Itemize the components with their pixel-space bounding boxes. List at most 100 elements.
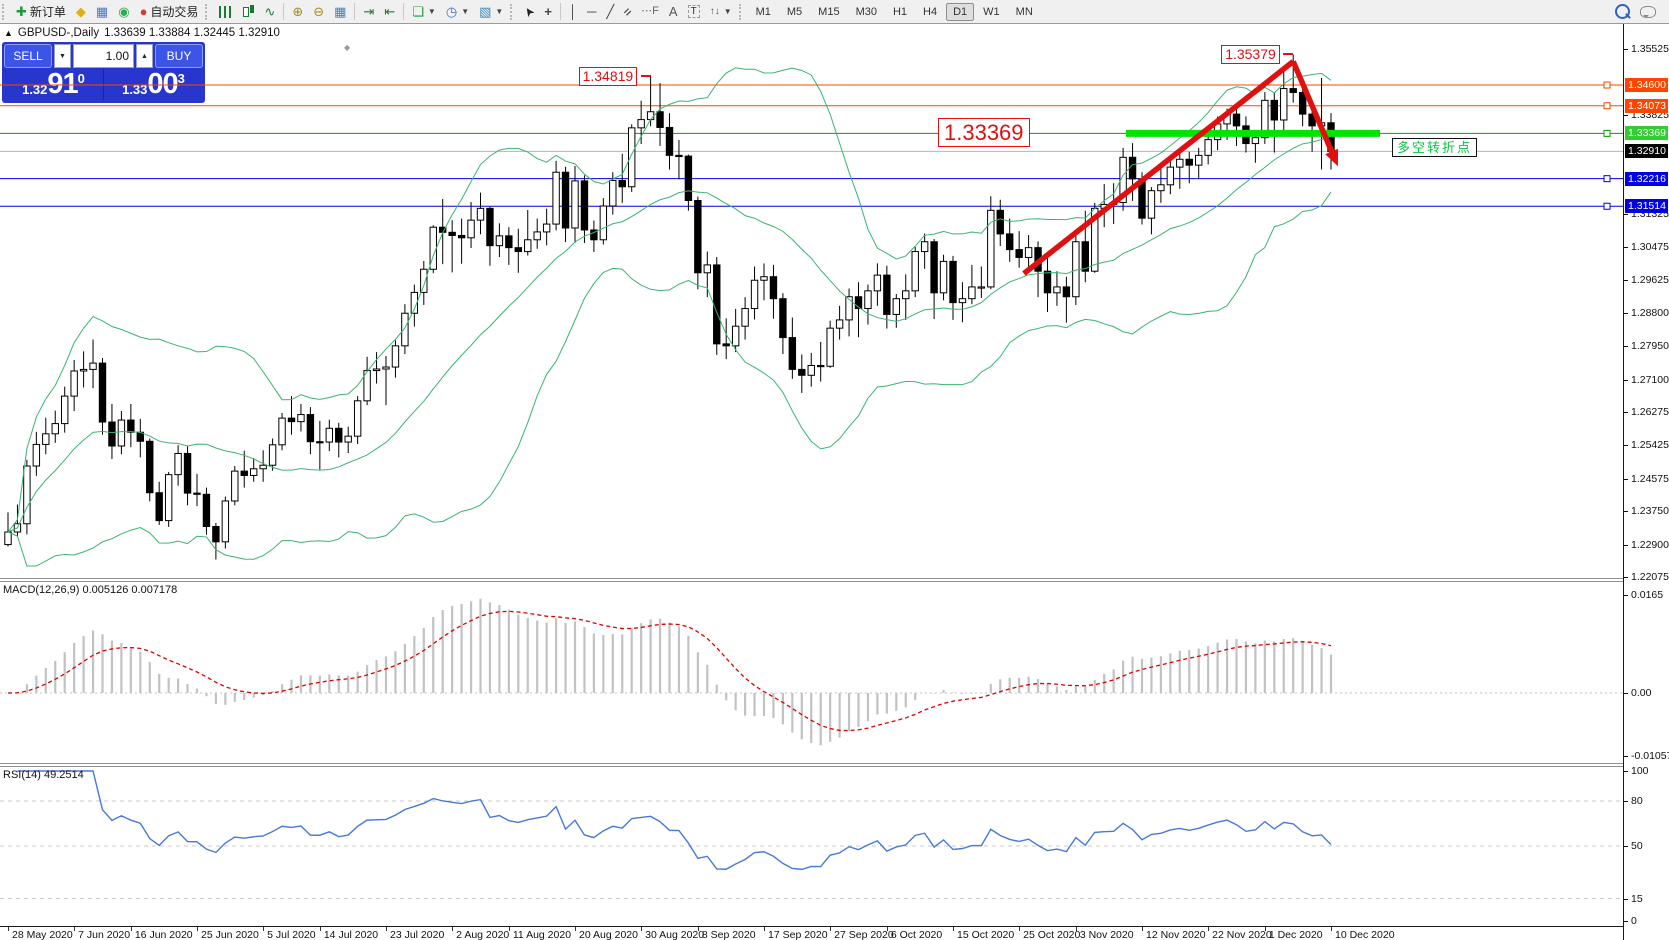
vertical-line-tool[interactable]: │ — [564, 0, 582, 23]
new-chart-dropdown[interactable]: ❏ ▼ — [407, 0, 441, 23]
crosshair-tool-button[interactable]: + — [539, 0, 557, 23]
line-chart-icon: ∿ — [264, 4, 276, 19]
toolbar-separator — [283, 3, 285, 20]
pane-splitter[interactable] — [0, 581, 1623, 582]
timeframe-button-m15[interactable]: M15 — [818, 5, 840, 18]
charts-button[interactable]: ▦ — [91, 0, 113, 23]
chart-title: ▲ GBPUSD-,Daily 1.33639 1.33884 1.32445 … — [4, 27, 280, 39]
rsi-tick-label: 100 — [1631, 765, 1649, 777]
tile-windows-icon: ▦ — [334, 4, 347, 19]
axis-tick — [1624, 247, 1628, 249]
cursor-tool-button[interactable]: ➤ — [519, 0, 539, 23]
zoom-out-icon: ⊖ — [313, 4, 325, 19]
ask-price[interactable]: 1.33 00 3 — [104, 69, 203, 100]
axis-tick — [1624, 801, 1628, 802]
price-label-1-34819[interactable]: 1.34819 — [578, 67, 638, 87]
bid-price[interactable]: 1.32 91 0 — [4, 69, 104, 100]
timeframe-button-h4[interactable]: H4 — [923, 5, 938, 18]
timeframe-button-mn[interactable]: MN — [1015, 5, 1033, 18]
axis-tick-label: 1.22900 — [1631, 538, 1669, 551]
toolbar-grip — [205, 3, 212, 20]
chart-shift-button[interactable]: ⇤ — [379, 0, 400, 23]
macd-tick-label: 0.00 — [1631, 687, 1652, 699]
signals-button[interactable]: ◉ — [113, 0, 134, 23]
horizontal-line-tool[interactable]: ─ — [582, 0, 601, 23]
rsi-label: RSI(14) 49.2514 — [3, 769, 84, 781]
search-icon — [1615, 4, 1630, 19]
timeframe-button-d1[interactable]: D1 — [946, 2, 975, 21]
main-chart-svg[interactable] — [0, 24, 1623, 578]
key-level-label-1-33369[interactable]: 1.33369 — [938, 118, 1030, 148]
axis-tick — [1624, 898, 1628, 900]
rsi-tick-label: 80 — [1631, 795, 1643, 807]
bid-prefix: 1.32 — [22, 82, 48, 97]
macd-pane-svg[interactable] — [0, 582, 1623, 763]
rsi-pane-svg[interactable] — [0, 767, 1623, 926]
date-label: 15 Oct 2020 — [957, 929, 1015, 940]
indicators-dropdown[interactable]: ▧ ▼ — [474, 0, 508, 23]
line-chart-button[interactable]: ∿ — [259, 0, 280, 23]
market-watch-button[interactable]: ◆ — [71, 0, 91, 23]
axis-tick — [1624, 346, 1628, 348]
pane-splitter[interactable] — [0, 766, 1623, 767]
date-label: 2 Aug 2020 — [456, 929, 510, 940]
autotrading-button[interactable]: ● 自动交易 — [135, 0, 204, 23]
price-tag-1.34073: 1.34073 — [1625, 98, 1668, 113]
toolbar-separator — [403, 3, 405, 20]
date-label: 11 Aug 2020 — [512, 929, 572, 940]
volume-input[interactable] — [73, 44, 134, 68]
fibonacci-tool[interactable]: ⋯F — [636, 0, 664, 23]
pane-splitter[interactable] — [0, 578, 1623, 579]
timeframe-button-w1[interactable]: W1 — [983, 5, 1000, 18]
price-axis[interactable]: 1.35525 1.33825 1.31325 1.30475 1.29625 1.288… — [1623, 24, 1669, 940]
pane-splitter[interactable] — [0, 763, 1623, 764]
date-tick — [764, 927, 765, 931]
timeframe-button-m5[interactable]: M5 — [786, 5, 803, 18]
date-tick — [886, 927, 888, 931]
tile-windows-button[interactable]: ▦ — [329, 0, 351, 23]
date-tick — [1142, 927, 1143, 931]
candlestick-button[interactable] — [237, 0, 259, 23]
search-button[interactable] — [1610, 0, 1635, 23]
label-connector — [640, 75, 651, 78]
timeframe-button-m30[interactable]: M30 — [855, 5, 877, 18]
zoom-out-button[interactable]: ⊖ — [308, 0, 329, 23]
date-axis[interactable]: 28 May 2020 7 Jun 2020 16 Jun 2020 25 Jun 2… — [0, 926, 1623, 940]
price-label-1-35379[interactable]: 1.35379 — [1221, 45, 1280, 65]
date-label: 27 Sep 2020 — [834, 929, 894, 940]
volume-decrease-button[interactable]: ▼ — [54, 44, 71, 68]
bid-pip-digit: 0 — [77, 71, 85, 86]
price-tag-1.33369: 1.33369 — [1625, 126, 1668, 141]
bar-chart-button[interactable] — [214, 0, 237, 23]
channel-tool[interactable]: = — [619, 0, 636, 23]
date-label: 30 Aug 2020 — [645, 929, 705, 940]
macd-label: MACD(12,26,9) 0.005126 0.007178 — [3, 584, 178, 596]
text-tool[interactable]: A — [664, 0, 683, 23]
new-order-button[interactable]: ✚ 新订单 — [11, 0, 71, 23]
auto-scroll-button[interactable]: ⇥ — [358, 0, 379, 23]
zoom-in-button[interactable]: ⊕ — [287, 0, 308, 23]
period-dropdown[interactable]: ◷ ▼ — [441, 0, 474, 23]
buy-button[interactable]: BUY — [155, 44, 203, 68]
date-tick — [8, 927, 9, 931]
ask-prefix: 1.33 — [122, 82, 148, 97]
price-tag-1.31514: 1.31514 — [1625, 199, 1668, 214]
axis-tick — [1624, 280, 1628, 282]
chevron-down-icon: ▼ — [723, 7, 732, 16]
arrows-tool-dropdown[interactable]: ↑↓ ▼ — [705, 0, 737, 23]
chat-button[interactable] — [1635, 0, 1661, 23]
timeframe-toolbar: M1 M5 M15 M30 H1 H4 D1 W1 MN — [748, 2, 1041, 21]
trendline-tool[interactable]: ╱ — [601, 0, 619, 23]
cursor-icon: ➤ — [520, 3, 538, 20]
axis-tick-label: 1.23750 — [1631, 505, 1669, 518]
volume-increase-button[interactable]: ▲ — [136, 44, 153, 68]
sell-button[interactable]: SELL — [4, 44, 52, 68]
chart-window: ▲ GBPUSD-,Daily 1.33639 1.33884 1.32445 … — [0, 24, 1669, 940]
channel-icon: = — [620, 4, 636, 19]
text-label-tool[interactable]: T — [683, 0, 705, 23]
timeframe-button-h1[interactable]: H1 — [892, 5, 908, 18]
timeframe-button-m1[interactable]: M1 — [755, 5, 771, 18]
turning-point-note[interactable]: 多空转折点 — [1392, 138, 1478, 158]
date-tick — [1019, 927, 1021, 931]
chart-shift-marker[interactable]: ◆ — [344, 43, 351, 52]
